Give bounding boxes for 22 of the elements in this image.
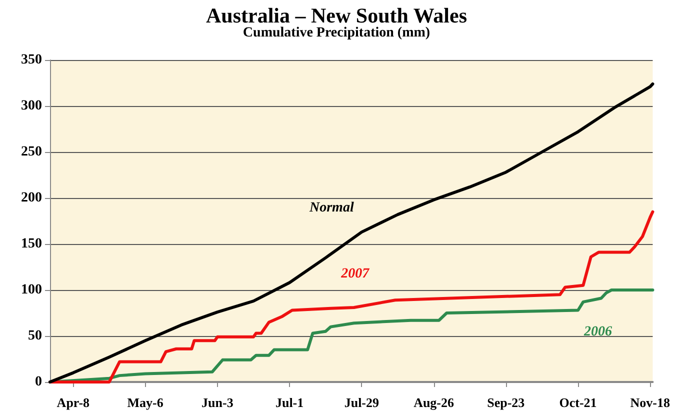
series-label: Normal (308, 200, 354, 216)
x-tick-label: Sep-23 (487, 395, 526, 410)
series-label: 2006 (583, 324, 612, 340)
y-tick-label: 200 (21, 190, 42, 206)
x-tick-label: Apr-8 (56, 395, 90, 410)
x-tick-label: Jul-1 (275, 395, 304, 410)
y-tick-label: 300 (21, 98, 42, 114)
x-tick-label: Aug-26 (414, 395, 454, 410)
y-tick-label: 50 (28, 328, 42, 344)
x-tick-label: Jul-29 (344, 395, 380, 410)
y-tick-label: 350 (21, 52, 42, 68)
y-tick-label: 150 (21, 236, 42, 252)
chart-title: Australia – New South Wales (206, 4, 467, 28)
chart-subtitle: Cumulative Precipitation (mm) (242, 26, 430, 40)
y-tick-label: 0 (35, 374, 42, 390)
x-tick-label: May-6 (127, 395, 164, 410)
y-tick-label: 100 (21, 282, 42, 298)
x-tick-label: Oct-21 (559, 395, 597, 410)
x-tick-label: Jun-3 (202, 395, 234, 410)
y-tick-label: 250 (21, 144, 42, 160)
x-tick-label: Nov-18 (630, 395, 670, 410)
series-label: 2007 (340, 266, 370, 282)
